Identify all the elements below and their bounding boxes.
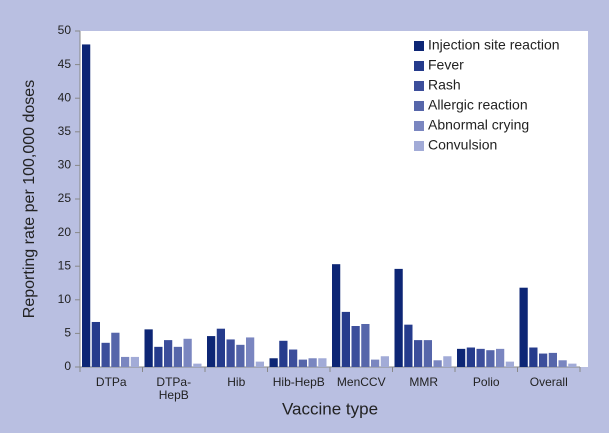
bar [505,361,514,367]
x-axis-label: Vaccine type [282,399,378,418]
y-tick-label: 40 [58,90,72,104]
legend-label: Injection site reaction [428,37,560,53]
bar [341,311,350,367]
bar [568,363,577,367]
bar [476,348,485,367]
x-tick-label: Hib-HepB [272,375,325,389]
bar [173,346,182,367]
legend-swatch [414,121,424,131]
bar [558,360,567,367]
bar [207,336,216,367]
legend-swatch [414,61,424,71]
bar [394,268,403,367]
bar [519,287,528,367]
y-axis-label: Reporting rate per 100,000 doses [21,80,38,318]
bar [548,352,557,367]
bar [298,359,307,367]
x-tick-label: Polio [472,375,500,389]
bar [361,323,370,367]
bar [236,344,245,367]
bar [351,326,360,367]
legend-swatch [414,41,424,51]
legend-swatch [414,141,424,151]
x-tick-label: DTPa-HepB [156,375,192,402]
y-tick-label: 45 [58,57,72,71]
bar [332,264,341,367]
bar [246,337,255,367]
y-tick-label: 15 [58,258,72,272]
bar [457,348,466,367]
bar [308,358,317,367]
bar [443,356,452,367]
bar [101,342,110,367]
y-tick-label: 20 [58,225,72,239]
legend-label: Rash [428,77,461,93]
x-tick-label: MMR [409,375,439,389]
bar [111,332,120,367]
legend-swatch [414,101,424,111]
bar [91,321,100,367]
legend-label: Convulsion [428,137,497,153]
bar [318,358,327,367]
x-tick-label: MenCCV [336,375,386,389]
bar [82,44,91,367]
legend-swatch [414,81,424,91]
bar [414,340,423,367]
bar [255,361,264,367]
bar [144,329,153,367]
y-tick-label: 0 [64,359,71,373]
bar [496,348,505,367]
y-tick-label: 10 [58,292,72,306]
bar [404,324,413,367]
bar [226,339,235,367]
bar [466,347,475,367]
bar [121,356,130,367]
bar [193,363,202,367]
x-tick-label: DTPa [95,375,127,389]
y-tick-label: 35 [58,124,72,138]
bar [216,328,225,367]
bar [371,359,380,367]
y-tick-label: 25 [58,191,72,205]
bar [183,338,192,367]
bar [269,358,278,367]
bar [486,350,495,367]
bar [423,340,432,367]
y-tick-label: 5 [64,326,71,340]
bar [433,360,442,367]
bar [380,356,389,367]
bar [164,340,173,367]
bar [130,356,139,367]
y-tick-label: 30 [58,158,72,172]
legend-label: Allergic reaction [428,97,528,113]
bar [289,349,298,367]
bar [529,347,538,367]
bar [154,346,163,367]
legend-label: Abnormal crying [428,117,529,133]
x-tick-label: Overall [529,375,568,389]
x-tick-label: Hib [227,375,246,389]
y-tick-label: 50 [58,23,72,37]
bar [279,340,288,367]
legend-label: Fever [428,57,464,73]
bar [539,353,548,367]
